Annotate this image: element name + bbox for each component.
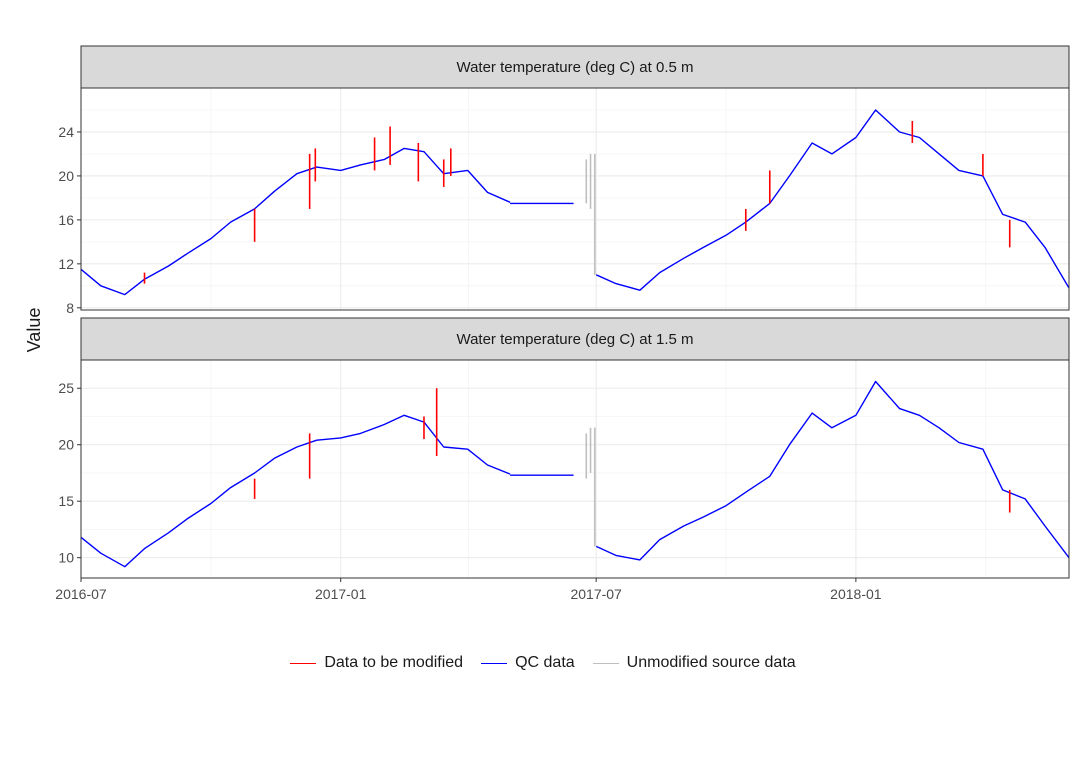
y-tick-label: 16 <box>58 212 74 228</box>
y-tick-label: 20 <box>58 168 74 184</box>
y-tick-label: 8 <box>66 300 74 316</box>
x-tick-label: 2017-01 <box>315 586 367 602</box>
panel-border <box>80 87 1070 311</box>
panel-2: Water temperature (deg C) at 1.5 m 10 15 20… <box>55 317 1070 602</box>
y-tick-label: 20 <box>58 437 74 453</box>
panel-border <box>80 359 1070 579</box>
x-tick-label: 2016-07 <box>55 586 107 602</box>
legend-label-modified: Data to be modified <box>324 654 464 671</box>
y-axis-title: Value <box>24 308 44 353</box>
facet-strip-label: Water temperature (deg C) at 0.5 m <box>456 59 693 76</box>
legend-item-qc: QC data <box>481 654 575 672</box>
y-tick-label: 10 <box>58 550 74 566</box>
facet-strip-label: Water temperature (deg C) at 1.5 m <box>456 331 693 348</box>
legend-label-unmodified: Unmodified source data <box>626 654 796 671</box>
legend-item-unmodified: Unmodified source data <box>592 654 796 672</box>
panel-background <box>81 360 1069 578</box>
legend-swatch-modified <box>290 662 317 664</box>
y-tick-label: 15 <box>58 493 74 509</box>
legend: Data to be modified QC data Unmodified s… <box>0 648 1086 678</box>
y-tick-label: 12 <box>58 256 74 272</box>
panel-1: Water temperature (deg C) at 0.5 m 8 12 16 2… <box>58 45 1070 316</box>
y-tick-label: 24 <box>58 124 74 140</box>
series-line-qc <box>595 380 1070 561</box>
legend-swatch-unmodified <box>592 662 619 664</box>
panel-background <box>81 88 1069 310</box>
legend-label-qc: QC data <box>515 654 575 671</box>
y-tick-label: 25 <box>58 380 74 396</box>
series-line-qc <box>595 109 1070 291</box>
x-tick-label: 2017-07 <box>570 586 622 602</box>
facet-strip <box>80 45 1070 89</box>
legend-swatch-qc <box>481 662 508 664</box>
x-tick-label: 2018-01 <box>830 586 882 602</box>
series-line-qc <box>80 147 511 296</box>
facet-strip <box>80 317 1070 361</box>
legend-item-modified: Data to be modified <box>290 654 463 672</box>
